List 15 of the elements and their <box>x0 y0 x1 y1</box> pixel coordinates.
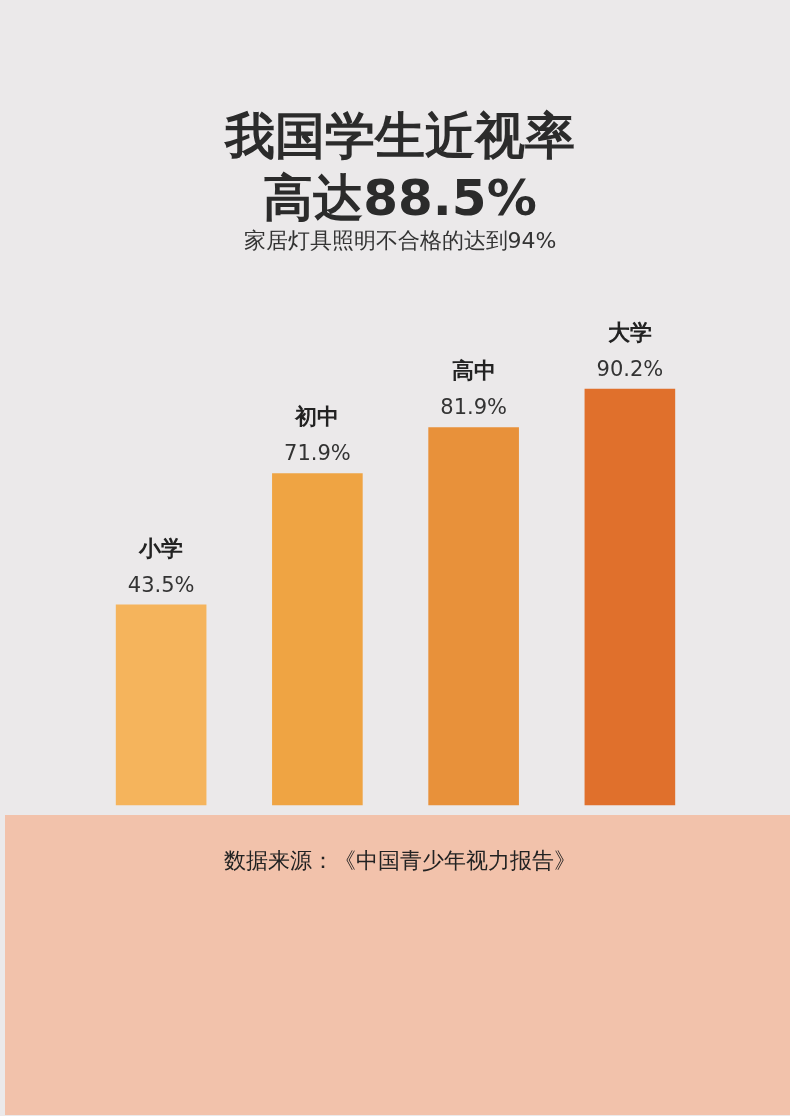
x-tick-label: 大学 <box>607 319 652 345</box>
data-label: 71.9% <box>284 441 351 466</box>
chart-subtitle: 家居灯具照明不合格的达到94% <box>243 228 557 253</box>
bar <box>115 604 207 806</box>
bar <box>272 473 363 806</box>
x-tick-label: 初中 <box>294 404 340 430</box>
bar <box>584 388 676 806</box>
data-label: 90.2% <box>596 356 664 381</box>
source-note: 数据来源：《中国青少年视力报告》 <box>224 847 576 875</box>
x-tick-label: 高中 <box>451 358 496 384</box>
chart-title: 我国学生近视率高达88.5% <box>223 106 576 229</box>
bar <box>428 427 519 806</box>
data-label: 43.5% <box>127 572 195 597</box>
data-label: 81.9% <box>440 395 507 420</box>
x-tick-label: 小学 <box>138 535 184 561</box>
